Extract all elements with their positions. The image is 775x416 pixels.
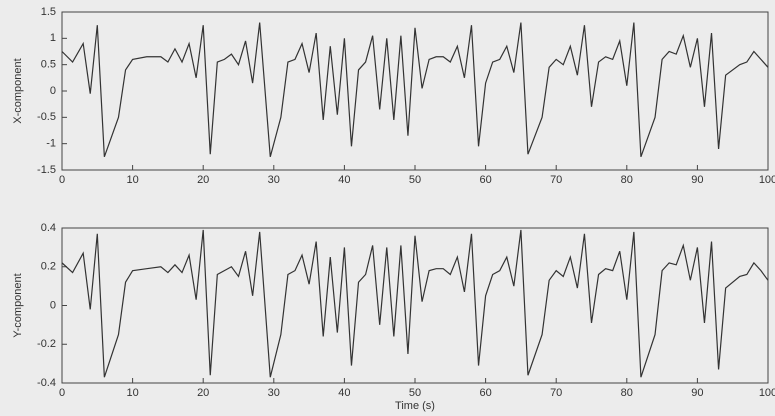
y-tick-label: -0.2 [37, 338, 56, 350]
x-tick-label: 40 [338, 174, 350, 186]
x-tick-label: 50 [409, 387, 421, 399]
y-tick-label: -1.5 [37, 164, 56, 176]
x-tick-label: 30 [268, 387, 280, 399]
y-tick-label: 0.2 [41, 261, 56, 273]
x-tick-label: 80 [621, 174, 633, 186]
x-tick-label: 40 [338, 387, 350, 399]
y-axis-label: X-component [12, 58, 24, 123]
x-tick-label: 20 [197, 174, 209, 186]
x-tick-label: 10 [126, 174, 138, 186]
x-tick-label: 0 [59, 387, 65, 399]
data-line [61, 229, 769, 378]
x-tick-label: 100 [759, 387, 775, 399]
data-line [61, 22, 769, 158]
y-tick-label: -0.5 [37, 111, 56, 123]
x-tick-label: 100 [759, 174, 775, 186]
x-tick-label: 60 [479, 387, 491, 399]
y-tick-label: 0.5 [41, 59, 56, 71]
x-tick-label: 90 [691, 387, 703, 399]
y-tick-label: 0 [50, 299, 56, 311]
y-axis-label: Y-component [12, 273, 24, 337]
x-tick-label: 80 [621, 387, 633, 399]
y-tick-label: 0 [50, 85, 56, 97]
x-tick-label: 70 [550, 174, 562, 186]
x-tick-label: 50 [409, 174, 421, 186]
y-tick-label: 1.5 [41, 6, 56, 18]
x-tick-label: 20 [197, 387, 209, 399]
x-tick-label: 30 [268, 174, 280, 186]
y-tick-label: -0.4 [37, 377, 56, 389]
x-axis-label: Time (s) [395, 400, 435, 412]
x-tick-label: 0 [59, 174, 65, 186]
x-tick-label: 60 [479, 174, 491, 186]
x-tick-label: 70 [550, 387, 562, 399]
plot-frame [61, 227, 769, 384]
x-tick-label: 90 [691, 174, 703, 186]
y-tick-label: -1 [46, 138, 56, 150]
x-tick-label: 10 [126, 387, 138, 399]
y-tick-label: 0.4 [41, 222, 56, 234]
y-tick-label: 1 [50, 32, 56, 44]
